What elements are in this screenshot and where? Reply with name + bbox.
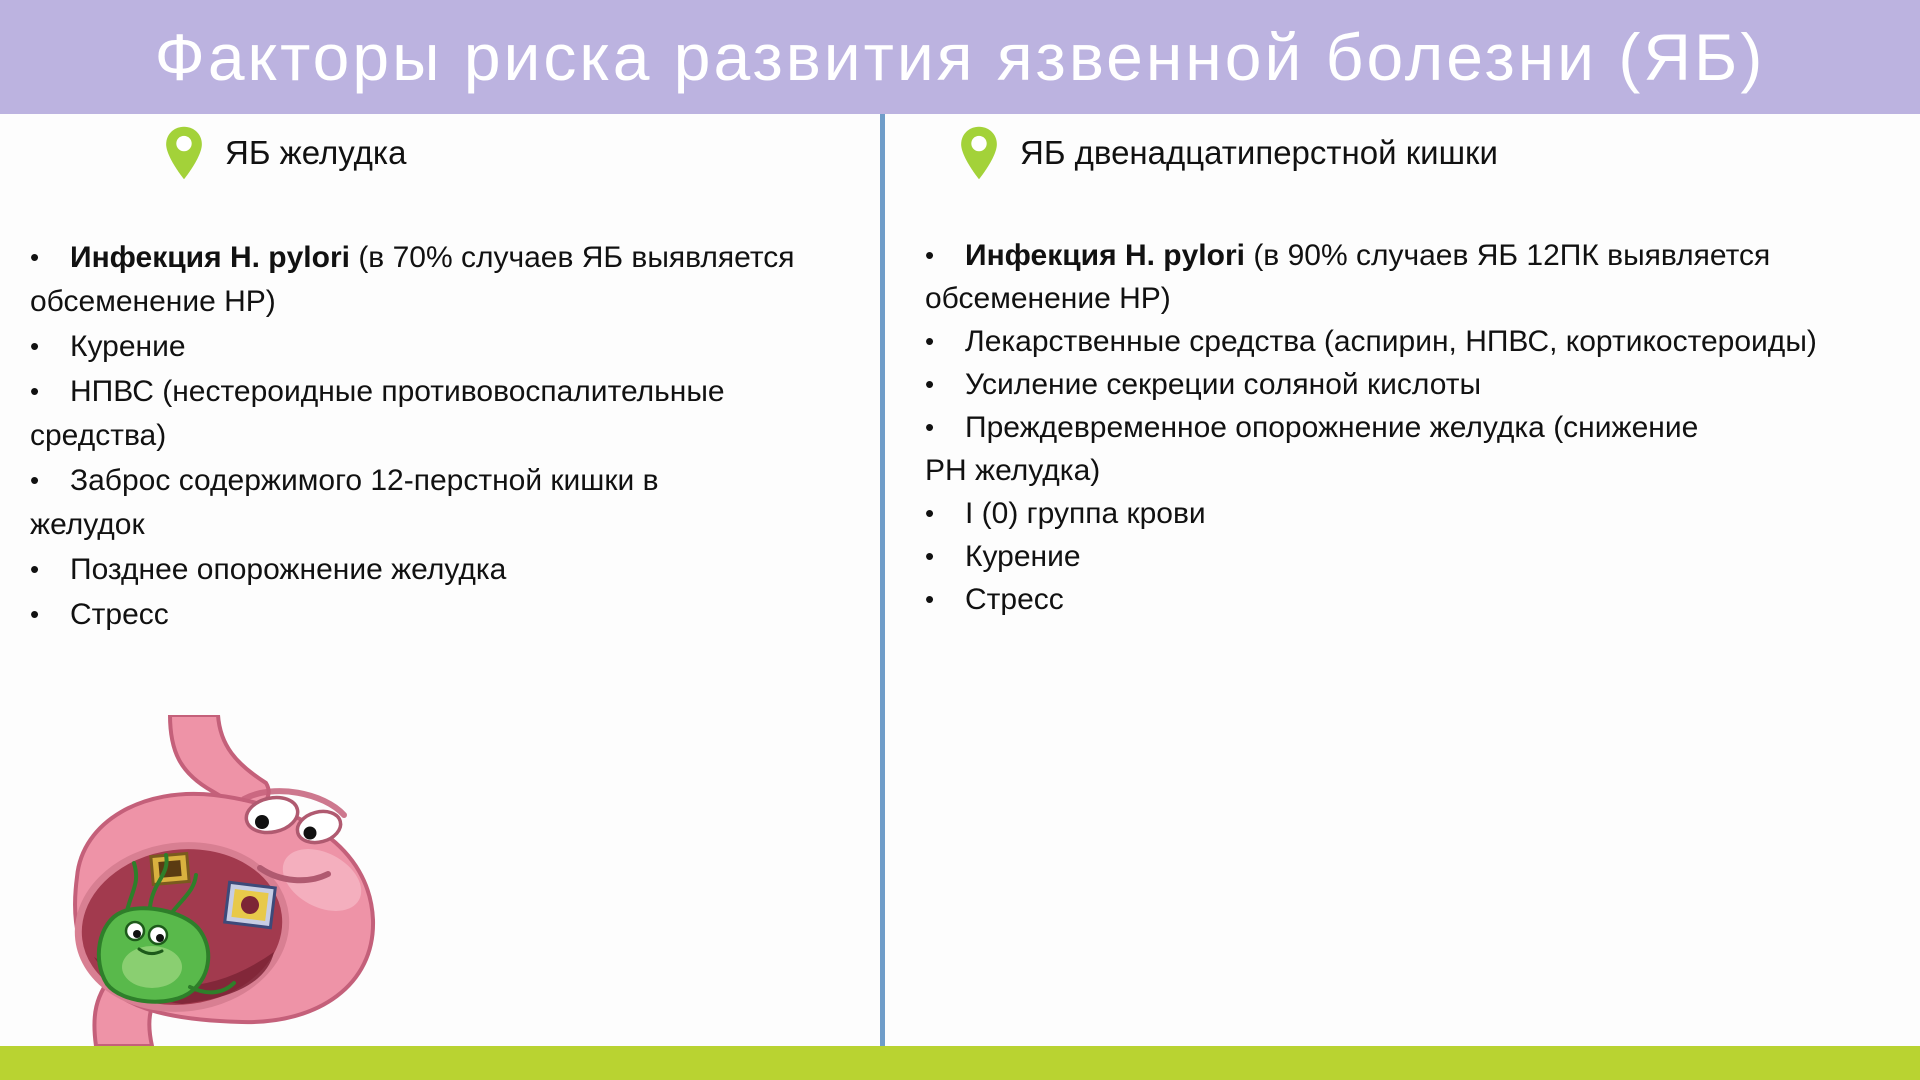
slide-title: Факторы риска развития язвенной болезни … (154, 20, 1766, 94)
location-pin-icon (961, 126, 997, 180)
right-bullet-list: Инфекция H. pylori (в 90% случаев ЯБ 12П… (925, 234, 1915, 621)
bullet-item: Курение (925, 535, 1915, 578)
location-pin-icon (166, 126, 202, 180)
bullet-item: Позднее опорожнение желудка (30, 547, 880, 592)
bullet-item: Инфекция H. pylori (в 90% случаев ЯБ 12П… (925, 234, 1915, 320)
left-column-title: ЯБ желудка (225, 134, 407, 171)
sad-stomach-cartoon-image (73, 715, 376, 1046)
right-column-title: ЯБ двенадцатиперстной кишки (1020, 134, 1498, 171)
column-divider (880, 114, 885, 1046)
footer-accent-bar (0, 1046, 1920, 1080)
bullet-item: Инфекция H. pylori (в 70% случаев ЯБ выя… (30, 235, 880, 324)
left-column-header: ЯБ желудка (163, 118, 406, 188)
bullet-item: Заброс содержимого 12-перстной кишки вже… (30, 458, 880, 547)
bullet-item: Стресс (30, 592, 880, 637)
bullet-item: I (0) группа крови (925, 492, 1915, 535)
bullet-item: НПВС (нестероидные противовоспалительные… (30, 369, 880, 458)
bullet-item: Стресс (925, 578, 1915, 621)
left-bullet-list: Инфекция H. pylori (в 70% случаев ЯБ выя… (30, 235, 880, 637)
bullet-item: Преждевременное опорожнение желудка (сни… (925, 406, 1915, 492)
bullet-item: Усиление секреции соляной кислоты (925, 363, 1915, 406)
right-column-header: ЯБ двенадцатиперстной кишки (958, 118, 1498, 188)
bullet-item: Лекарственные средства (аспирин, НПВС, к… (925, 320, 1915, 363)
slide-header-bar: Факторы риска развития язвенной болезни … (0, 0, 1920, 114)
bullet-item: Курение (30, 324, 880, 369)
